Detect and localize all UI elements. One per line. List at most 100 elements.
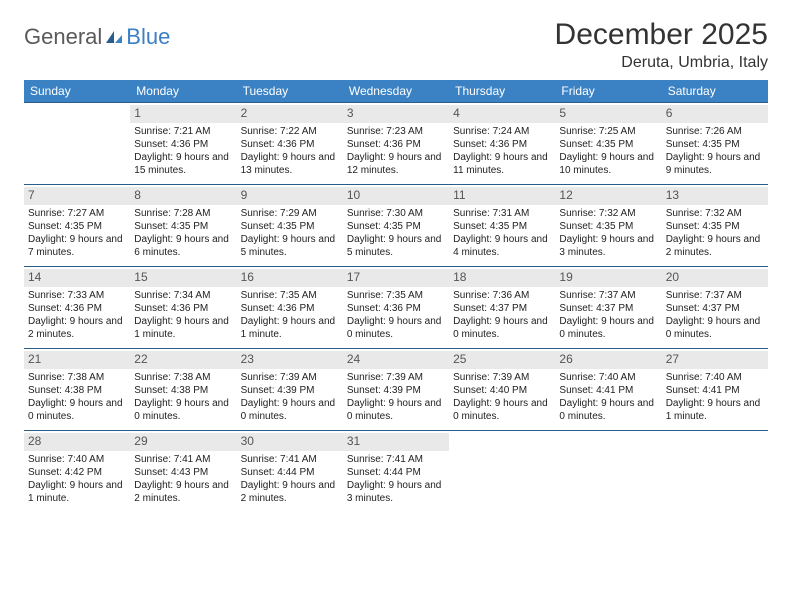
sunset-line: Sunset: 4:41 PM — [559, 384, 657, 397]
sunset-line: Sunset: 4:36 PM — [241, 138, 339, 151]
calendar-row: 7Sunrise: 7:27 AMSunset: 4:35 PMDaylight… — [24, 185, 768, 267]
weekday-header: Tuesday — [237, 80, 343, 103]
sunrise-line: Sunrise: 7:40 AM — [28, 453, 126, 466]
daylight-line: Daylight: 9 hours and 7 minutes. — [28, 233, 126, 259]
logo: General Blue — [24, 24, 170, 50]
daylight-line: Daylight: 9 hours and 1 minute. — [241, 315, 339, 341]
calendar-row: 14Sunrise: 7:33 AMSunset: 4:36 PMDayligh… — [24, 267, 768, 349]
day-number: 4 — [449, 105, 555, 123]
day-number: 3 — [343, 105, 449, 123]
day-number: 19 — [555, 269, 661, 287]
day-number: 26 — [555, 351, 661, 369]
sunset-line: Sunset: 4:35 PM — [347, 220, 445, 233]
calendar-cell: 7Sunrise: 7:27 AMSunset: 4:35 PMDaylight… — [24, 185, 130, 267]
calendar-cell: 9Sunrise: 7:29 AMSunset: 4:35 PMDaylight… — [237, 185, 343, 267]
day-number: 16 — [237, 269, 343, 287]
weekday-header: Wednesday — [343, 80, 449, 103]
sunset-line: Sunset: 4:35 PM — [241, 220, 339, 233]
calendar-cell: 29Sunrise: 7:41 AMSunset: 4:43 PMDayligh… — [130, 431, 236, 513]
daylight-line: Daylight: 9 hours and 0 minutes. — [453, 315, 551, 341]
sunset-line: Sunset: 4:35 PM — [666, 220, 764, 233]
daylight-line: Daylight: 9 hours and 13 minutes. — [241, 151, 339, 177]
day-number: 7 — [24, 187, 130, 205]
sunrise-line: Sunrise: 7:28 AM — [134, 207, 232, 220]
weekday-header: Sunday — [24, 80, 130, 103]
sunrise-line: Sunrise: 7:21 AM — [134, 125, 232, 138]
daylight-line: Daylight: 9 hours and 12 minutes. — [347, 151, 445, 177]
daylight-line: Daylight: 9 hours and 2 minutes. — [28, 315, 126, 341]
day-number: 31 — [343, 433, 449, 451]
sunrise-line: Sunrise: 7:39 AM — [347, 371, 445, 384]
sunset-line: Sunset: 4:40 PM — [453, 384, 551, 397]
calendar-cell: 15Sunrise: 7:34 AMSunset: 4:36 PMDayligh… — [130, 267, 236, 349]
sunset-line: Sunset: 4:37 PM — [453, 302, 551, 315]
sunset-line: Sunset: 4:36 PM — [347, 138, 445, 151]
calendar-row: 21Sunrise: 7:38 AMSunset: 4:38 PMDayligh… — [24, 349, 768, 431]
calendar-cell: 5Sunrise: 7:25 AMSunset: 4:35 PMDaylight… — [555, 103, 661, 185]
calendar-cell: 8Sunrise: 7:28 AMSunset: 4:35 PMDaylight… — [130, 185, 236, 267]
calendar-cell: 20Sunrise: 7:37 AMSunset: 4:37 PMDayligh… — [662, 267, 768, 349]
calendar-cell: 10Sunrise: 7:30 AMSunset: 4:35 PMDayligh… — [343, 185, 449, 267]
weekday-header: Thursday — [449, 80, 555, 103]
sunset-line: Sunset: 4:36 PM — [453, 138, 551, 151]
sunrise-line: Sunrise: 7:41 AM — [347, 453, 445, 466]
day-number: 9 — [237, 187, 343, 205]
calendar-cell: 28Sunrise: 7:40 AMSunset: 4:42 PMDayligh… — [24, 431, 130, 513]
daylight-line: Daylight: 9 hours and 15 minutes. — [134, 151, 232, 177]
sunrise-line: Sunrise: 7:35 AM — [241, 289, 339, 302]
sunrise-line: Sunrise: 7:32 AM — [666, 207, 764, 220]
calendar-cell: 26Sunrise: 7:40 AMSunset: 4:41 PMDayligh… — [555, 349, 661, 431]
calendar-header-row: SundayMondayTuesdayWednesdayThursdayFrid… — [24, 80, 768, 103]
sunset-line: Sunset: 4:36 PM — [134, 138, 232, 151]
calendar-cell: 21Sunrise: 7:38 AMSunset: 4:38 PMDayligh… — [24, 349, 130, 431]
day-number: 21 — [24, 351, 130, 369]
calendar-cell: 25Sunrise: 7:39 AMSunset: 4:40 PMDayligh… — [449, 349, 555, 431]
sunrise-line: Sunrise: 7:39 AM — [453, 371, 551, 384]
sunrise-line: Sunrise: 7:32 AM — [559, 207, 657, 220]
day-number: 8 — [130, 187, 236, 205]
sunrise-line: Sunrise: 7:27 AM — [28, 207, 126, 220]
calendar-cell: 27Sunrise: 7:40 AMSunset: 4:41 PMDayligh… — [662, 349, 768, 431]
daylight-line: Daylight: 9 hours and 0 minutes. — [666, 315, 764, 341]
logo-sail-icon — [104, 29, 124, 45]
calendar-row: 28Sunrise: 7:40 AMSunset: 4:42 PMDayligh… — [24, 431, 768, 513]
calendar-cell: 6Sunrise: 7:26 AMSunset: 4:35 PMDaylight… — [662, 103, 768, 185]
daylight-line: Daylight: 9 hours and 3 minutes. — [559, 233, 657, 259]
weekday-header: Friday — [555, 80, 661, 103]
calendar-cell: 13Sunrise: 7:32 AMSunset: 4:35 PMDayligh… — [662, 185, 768, 267]
day-number: 2 — [237, 105, 343, 123]
calendar-cell: 1 Sunrise: 7:21 AMSunset: 4:36 PMDaylight… — [130, 103, 236, 185]
calendar-cell: 22Sunrise: 7:38 AMSunset: 4:38 PMDayligh… — [130, 349, 236, 431]
calendar-cell — [24, 103, 130, 185]
sunset-line: Sunset: 4:39 PM — [347, 384, 445, 397]
sunset-line: Sunset: 4:41 PM — [666, 384, 764, 397]
sunset-line: Sunset: 4:37 PM — [559, 302, 657, 315]
sunset-line: Sunset: 4:35 PM — [559, 220, 657, 233]
daylight-line: Daylight: 9 hours and 1 minute. — [28, 479, 126, 505]
sunset-line: Sunset: 4:35 PM — [453, 220, 551, 233]
logo-text-blue: Blue — [126, 24, 170, 50]
calendar-cell: 30Sunrise: 7:41 AMSunset: 4:44 PMDayligh… — [237, 431, 343, 513]
day-number: 1 — [130, 105, 236, 123]
sunrise-line: Sunrise: 7:23 AM — [347, 125, 445, 138]
day-number: 30 — [237, 433, 343, 451]
day-number: 6 — [662, 105, 768, 123]
daylight-line: Daylight: 9 hours and 0 minutes. — [241, 397, 339, 423]
sunset-line: Sunset: 4:35 PM — [134, 220, 232, 233]
daylight-line: Daylight: 9 hours and 0 minutes. — [453, 397, 551, 423]
calendar-cell: 19Sunrise: 7:37 AMSunset: 4:37 PMDayligh… — [555, 267, 661, 349]
sunset-line: Sunset: 4:36 PM — [347, 302, 445, 315]
calendar-cell: 12 Sunrise: 7:32 AMSunset: 4:35 PMDayligh… — [555, 185, 661, 267]
day-number: 12 — [555, 187, 661, 205]
day-number: 15 — [130, 269, 236, 287]
sunrise-line: Sunrise: 7:39 AM — [241, 371, 339, 384]
day-number: 13 — [662, 187, 768, 205]
calendar-cell: 4Sunrise: 7:24 AMSunset: 4:36 PMDaylight… — [449, 103, 555, 185]
calendar-cell: 14Sunrise: 7:33 AMSunset: 4:36 PMDayligh… — [24, 267, 130, 349]
day-number: 11 — [449, 187, 555, 205]
calendar-cell — [449, 431, 555, 513]
daylight-line: Daylight: 9 hours and 1 minute. — [666, 397, 764, 423]
calendar-cell: 3 Sunrise: 7:23 AMSunset: 4:36 PMDaylight… — [343, 103, 449, 185]
calendar-body: 1Sunrise: 7:21 AMSunset: 4:36 PMDaylight… — [24, 103, 768, 513]
calendar-cell — [662, 431, 768, 513]
